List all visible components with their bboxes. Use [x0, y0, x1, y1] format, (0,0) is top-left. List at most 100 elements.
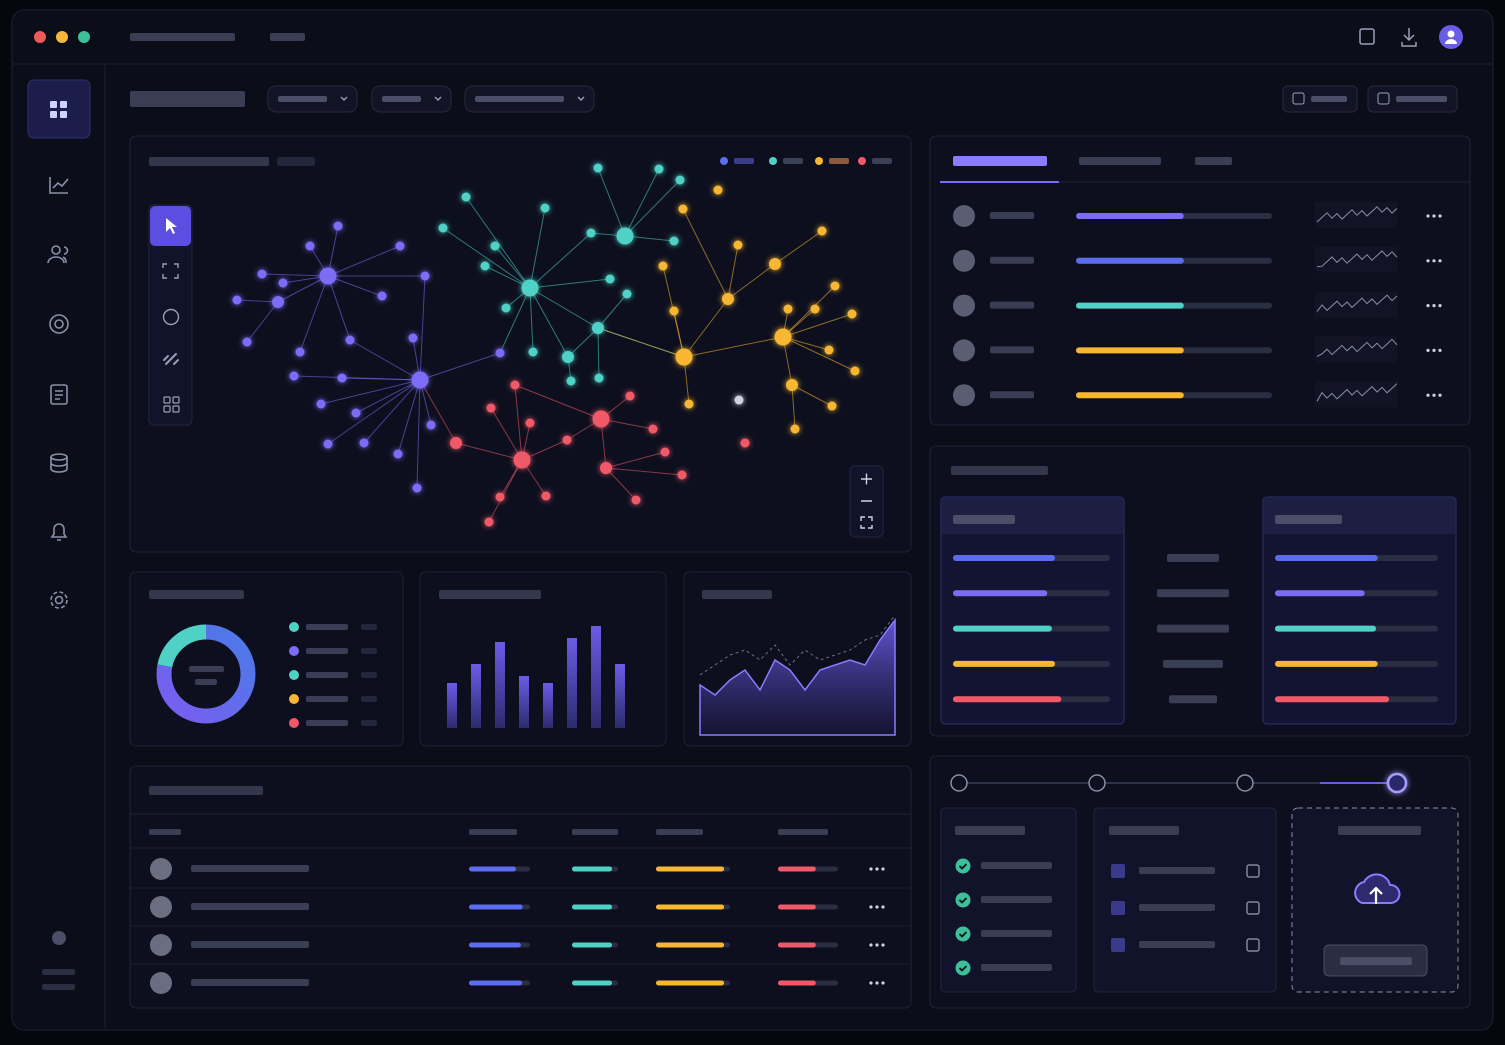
- placeholder: [1396, 96, 1447, 102]
- more-dot[interactable]: [875, 905, 879, 909]
- more-dot[interactable]: [875, 943, 879, 947]
- node: [850, 366, 860, 376]
- tasks-card: [1093, 807, 1277, 993]
- legend-dot: [858, 157, 866, 165]
- check-mark: [958, 897, 968, 904]
- close-dot[interactable]: [34, 31, 46, 43]
- more-dot[interactable]: [881, 943, 885, 947]
- row-avatar: [150, 858, 172, 880]
- node: [501, 303, 511, 313]
- donut-panel: [129, 571, 404, 747]
- more-dot[interactable]: [1432, 304, 1436, 308]
- more-dot[interactable]: [1432, 214, 1436, 218]
- progress-bar: [778, 942, 816, 948]
- sparkline: [1316, 383, 1398, 402]
- edge: [277, 275, 329, 303]
- more-dot[interactable]: [869, 867, 873, 871]
- download-icon[interactable]: [1401, 28, 1417, 47]
- compare-card: [1262, 496, 1457, 725]
- more-dot[interactable]: [1426, 259, 1430, 263]
- max-dot[interactable]: [78, 31, 90, 43]
- bar: [615, 664, 625, 728]
- progress-bar: [778, 904, 816, 910]
- node: [660, 447, 670, 457]
- more-dot[interactable]: [1432, 348, 1436, 352]
- more-dot[interactable]: [881, 905, 885, 909]
- node: [495, 348, 505, 358]
- placeholder: [1195, 157, 1232, 165]
- more-dot[interactable]: [869, 943, 873, 947]
- bar: [543, 683, 553, 728]
- progress-bar: [469, 866, 516, 872]
- checkbox[interactable]: [1111, 938, 1125, 952]
- edge: [567, 327, 599, 358]
- edge: [455, 442, 523, 461]
- row-avatar: [953, 205, 975, 227]
- edge: [499, 287, 531, 354]
- edge: [529, 207, 546, 289]
- placeholder: [1169, 695, 1217, 704]
- fit-icon[interactable]: [162, 263, 179, 279]
- calendar-icon[interactable]: [1359, 28, 1375, 45]
- edge: [529, 287, 569, 358]
- table-panel: [129, 765, 912, 1009]
- node: [783, 304, 793, 314]
- step[interactable]: [1236, 774, 1254, 792]
- more-dot[interactable]: [1438, 304, 1442, 308]
- more-dot[interactable]: [1438, 259, 1442, 263]
- checkbox[interactable]: [1111, 901, 1125, 915]
- node: [594, 373, 604, 383]
- step[interactable]: [1088, 774, 1106, 792]
- placeholder: [872, 158, 892, 164]
- node: [566, 376, 576, 386]
- more-dot[interactable]: [875, 867, 879, 871]
- hub-node: [616, 227, 634, 245]
- edge: [529, 287, 534, 353]
- nav-icons[interactable]: [47, 177, 69, 609]
- hub-node: [769, 258, 781, 270]
- row-avatar: [150, 934, 172, 956]
- zoom-icons[interactable]: [860, 473, 873, 529]
- node: [658, 261, 668, 271]
- more-dot[interactable]: [875, 981, 879, 985]
- node: [562, 435, 572, 445]
- more-dot[interactable]: [869, 905, 873, 909]
- hub-node: [411, 371, 429, 389]
- more-dot[interactable]: [1438, 393, 1442, 397]
- more-dot[interactable]: [881, 981, 885, 985]
- hub-node: [450, 437, 462, 449]
- checkbox[interactable]: [1111, 864, 1125, 878]
- placeholder: [1340, 957, 1412, 965]
- row-avatar: [953, 339, 975, 362]
- more-dot[interactable]: [1426, 348, 1430, 352]
- hub-node: [562, 351, 574, 363]
- more-dot[interactable]: [1432, 259, 1436, 263]
- legend-dot: [815, 157, 823, 165]
- step[interactable]: [950, 774, 968, 792]
- more-dot[interactable]: [881, 867, 885, 871]
- check: [955, 858, 971, 874]
- node: [684, 399, 694, 409]
- edge: [529, 278, 611, 289]
- more-dot[interactable]: [1438, 214, 1442, 218]
- more-dot[interactable]: [1426, 304, 1430, 308]
- tab-active[interactable]: [953, 156, 1047, 166]
- node: [528, 347, 538, 357]
- more-dot[interactable]: [1438, 348, 1442, 352]
- placeholder: [829, 158, 849, 164]
- circle-tool[interactable]: [162, 308, 180, 326]
- link-tool[interactable]: [163, 353, 179, 365]
- sparkline: [1316, 250, 1398, 268]
- placeholder: [572, 829, 618, 835]
- more-dot[interactable]: [869, 981, 873, 985]
- more-dot[interactable]: [1426, 393, 1430, 397]
- min-dot[interactable]: [56, 31, 68, 43]
- more-dot[interactable]: [1432, 393, 1436, 397]
- edge: [349, 339, 421, 381]
- bar: [447, 683, 457, 728]
- step-active[interactable]: [1386, 772, 1408, 794]
- chevron: [434, 96, 442, 101]
- hub-node: [722, 293, 734, 305]
- active-nav[interactable]: [27, 79, 91, 139]
- more-dot[interactable]: [1426, 214, 1430, 218]
